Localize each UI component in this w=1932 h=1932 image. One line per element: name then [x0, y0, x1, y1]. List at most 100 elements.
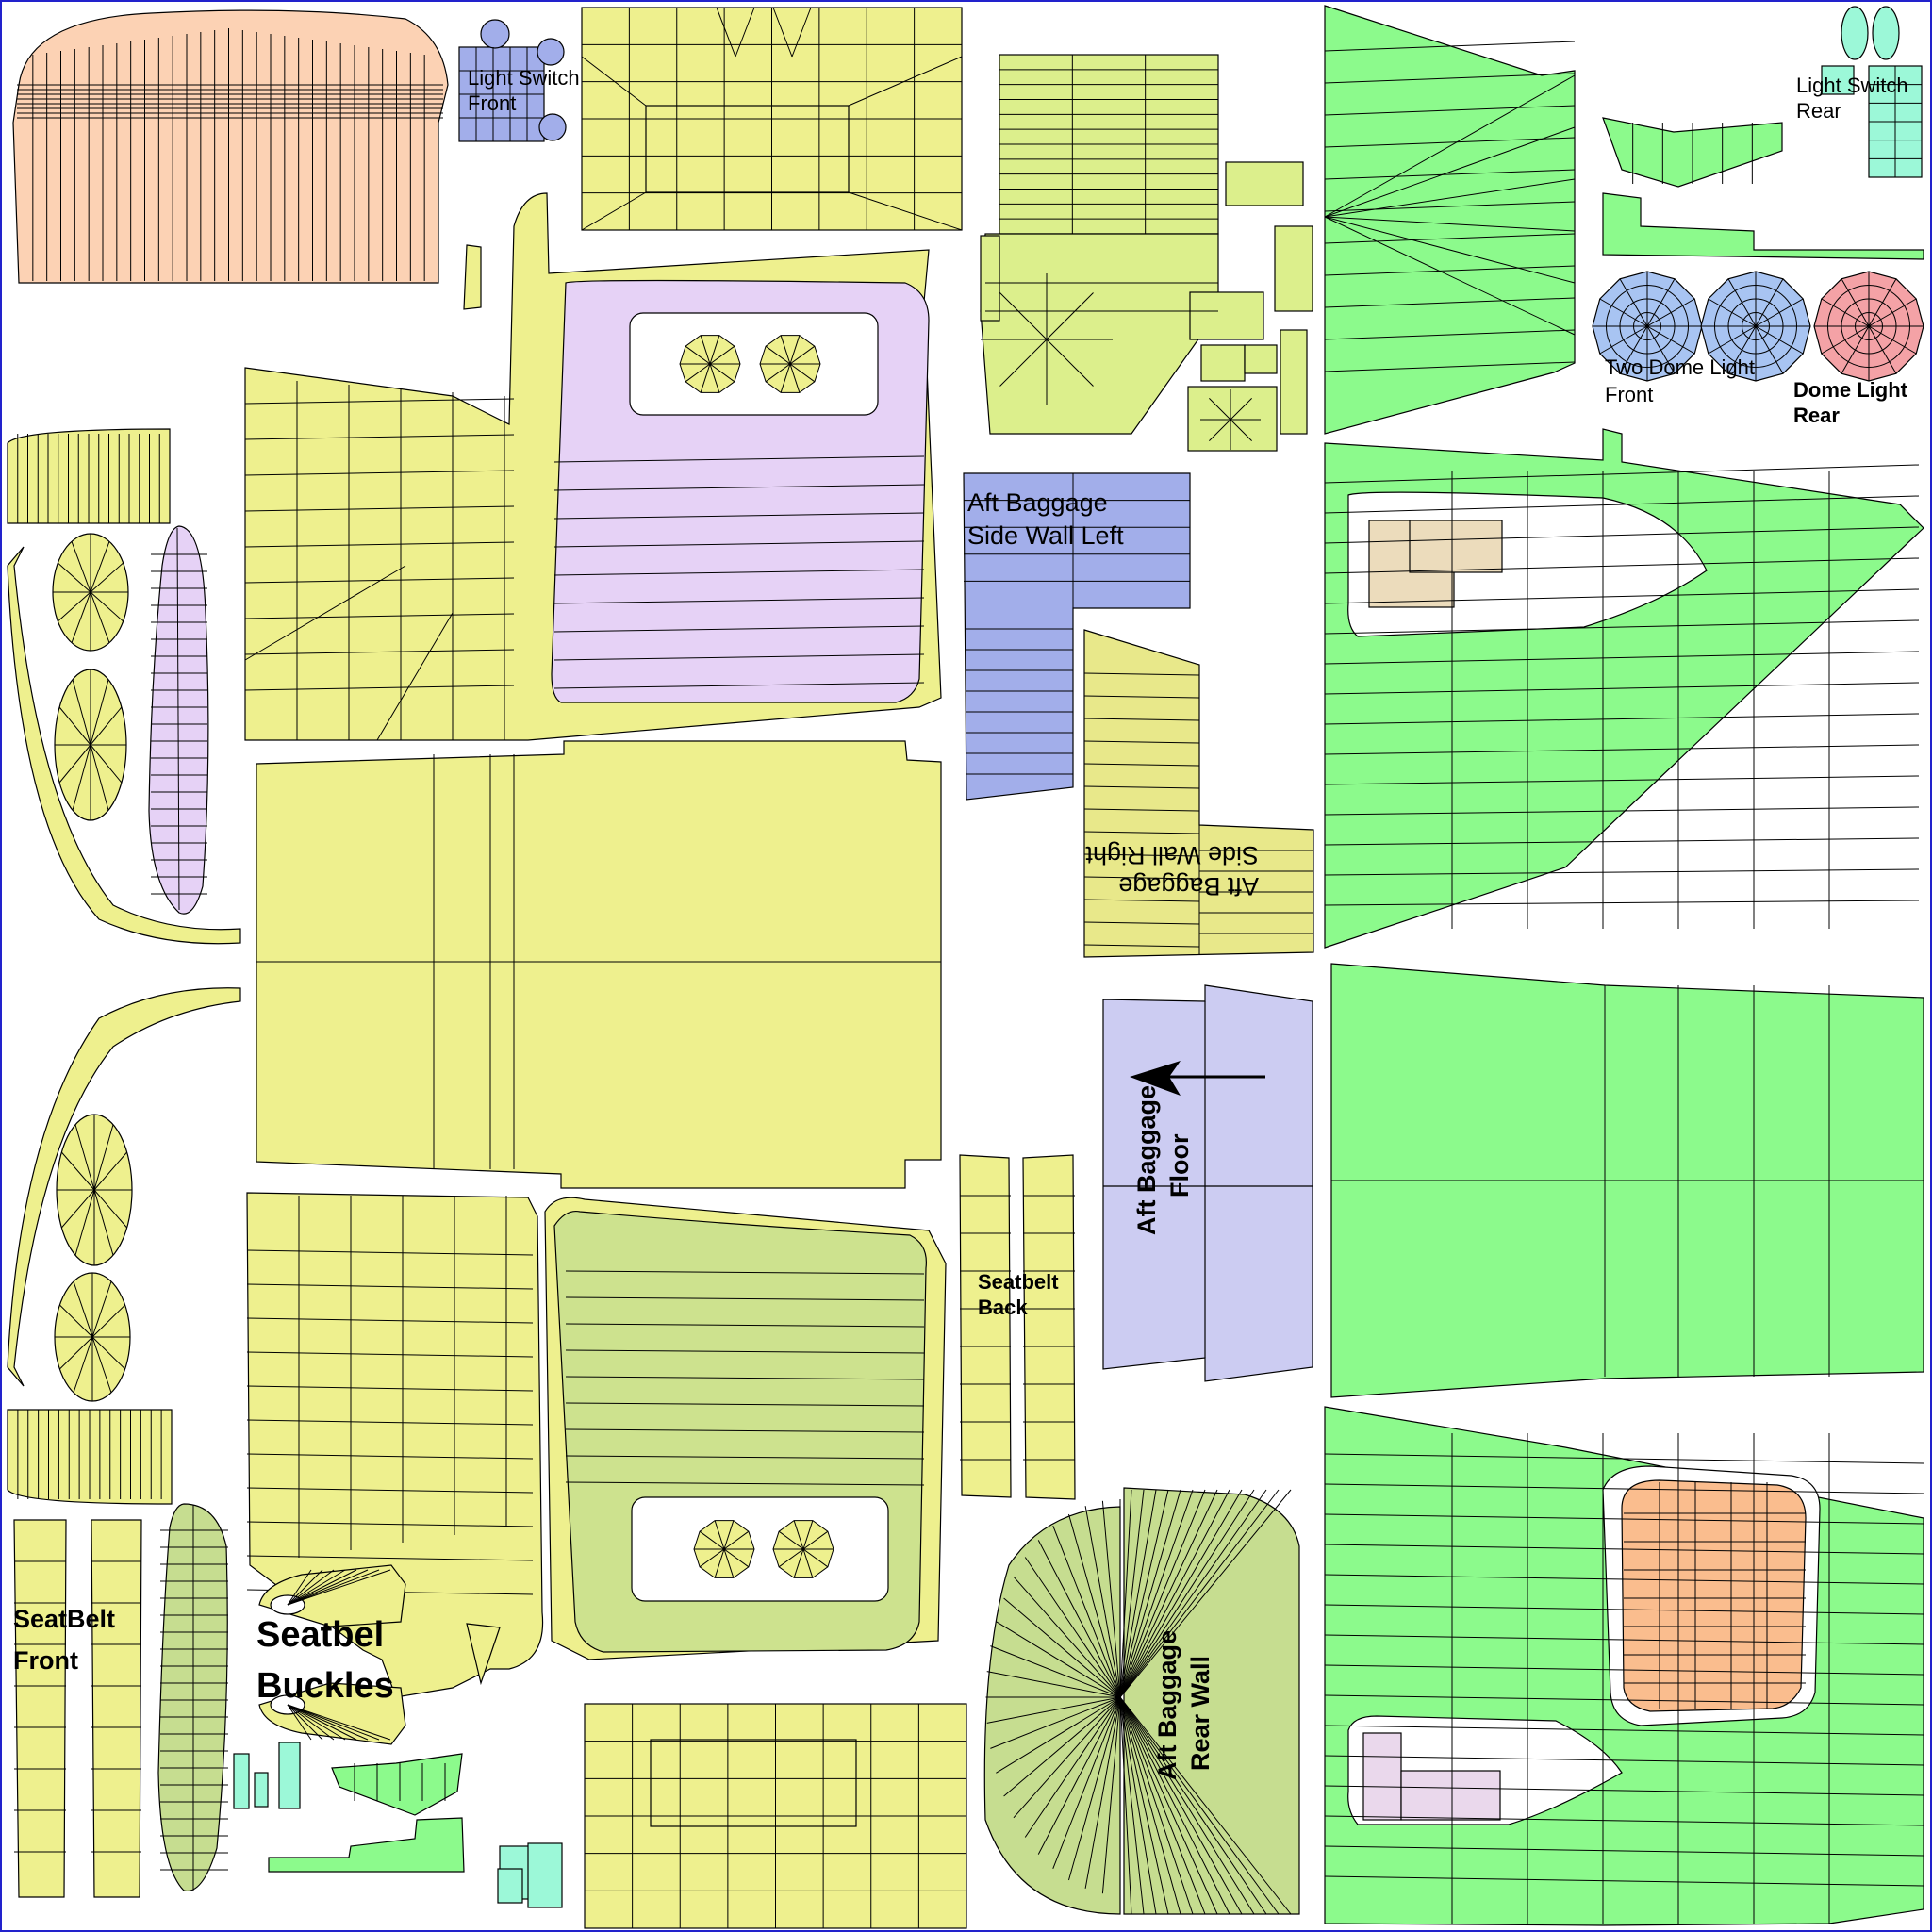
mesh-edge: [581, 56, 647, 107]
mesh-edge: [1119, 1696, 1255, 1915]
mesh-edge: [990, 1645, 1121, 1698]
mesh-edge: [244, 434, 515, 440]
mesh-edge: [1083, 876, 1200, 880]
mesh-edge: [999, 339, 1048, 387]
mesh-edge: [709, 345, 735, 365]
mesh-edge: [1046, 292, 1094, 340]
mesh-edge: [1052, 1525, 1121, 1698]
label-aft-baggage-rear-wall-2: Rear Wall: [1186, 1656, 1214, 1771]
mesh-edge: [1083, 695, 1200, 699]
mesh-edge: [60, 1151, 95, 1191]
mesh-edge: [1083, 831, 1200, 834]
mesh-edge: [1119, 1696, 1230, 1915]
dome-ring: [1619, 298, 1676, 355]
mesh-edge: [1101, 1500, 1121, 1698]
dome-ring: [1714, 285, 1797, 368]
mesh-edge: [1324, 216, 1576, 284]
peach-headliner-island: [12, 9, 449, 284]
mesh-edge: [1119, 1696, 1157, 1915]
mesh-edge: [1324, 1453, 1924, 1464]
mesh-edge: [58, 706, 91, 746]
lilac-seat-strip: [148, 525, 209, 915]
mesh-edge: [996, 1696, 1121, 1774]
arrow-head-icon: [1130, 1061, 1181, 1096]
mesh-edge: [246, 1487, 534, 1494]
mesh-edge: [802, 1548, 814, 1578]
mesh-edge: [1052, 1696, 1121, 1870]
mesh-edge: [90, 679, 109, 746]
mesh-edge: [986, 1671, 1121, 1698]
mesh-edge: [60, 1189, 95, 1229]
mesh-edge: [1119, 1489, 1132, 1698]
mesh-edge: [1324, 201, 1576, 212]
mesh-edge: [376, 612, 454, 741]
mesh-edge: [1083, 785, 1200, 789]
mesh-edge: [1037, 1696, 1121, 1855]
mesh-edge: [1324, 1513, 1924, 1525]
mesh-edge: [802, 1520, 814, 1550]
mesh-edge: [565, 1402, 925, 1407]
mesh-edge: [1324, 464, 1920, 484]
mesh-edge: [74, 1124, 95, 1191]
green-side-panel-top: [1324, 5, 1576, 435]
mesh-edge: [793, 1520, 804, 1550]
mesh-edge: [1324, 1815, 1924, 1826]
dome-light-front-right: [1700, 271, 1811, 382]
mesh-edge: [553, 569, 925, 576]
mesh-edge: [581, 191, 647, 231]
mesh-edge: [1084, 1696, 1121, 1889]
mesh-edge: [1324, 1604, 1924, 1615]
mesh-edge: [90, 541, 110, 593]
mesh-edge: [287, 1704, 346, 1741]
mesh-edge: [1119, 1696, 1132, 1915]
mesh-edge: [287, 1704, 323, 1741]
mesh-edge: [1324, 900, 1920, 906]
mesh-edge: [565, 1376, 925, 1380]
mesh-edge: [59, 1336, 93, 1370]
mesh-edge: [848, 56, 963, 107]
mesh-edge: [90, 591, 124, 622]
mesh-edge: [700, 335, 711, 365]
mesh-edge: [1119, 1489, 1206, 1698]
label-seatbelt-back: Seatbelt: [978, 1270, 1059, 1294]
mesh-edge: [1119, 1696, 1218, 1915]
mesh-edge: [553, 512, 925, 520]
mint-islands-bottom: [233, 1742, 563, 1908]
left-curved-strips: [7, 546, 241, 1387]
mesh-edge: [1083, 808, 1200, 812]
mesh-edge: [553, 540, 925, 548]
olive-seat-strip: [157, 1503, 228, 1892]
green-strip-top-b: [1602, 192, 1924, 260]
label-seatbelt-front-2: Front: [13, 1646, 78, 1675]
mesh-edge: [244, 613, 515, 619]
mesh-edge: [1119, 1696, 1243, 1915]
mesh-edge: [553, 653, 925, 661]
mesh-edge: [1003, 1597, 1121, 1698]
mesh-edge: [90, 562, 124, 593]
aft-baggage-rear-wall: Aft Baggage Rear Wall: [983, 1487, 1300, 1915]
mesh-edge: [58, 562, 91, 593]
label-aft-baggage-rear-wall: Aft Baggage: [1153, 1630, 1181, 1780]
mesh-edge: [1324, 1483, 1924, 1494]
aft-baggage-side-wall-right: Aft Baggage Side Wall Right: [1083, 629, 1314, 958]
left-yellow-block-bottom: [7, 1409, 173, 1505]
mesh-edge: [246, 1385, 534, 1392]
mesh-edge: [1324, 1664, 1924, 1676]
dome-ring: [1606, 285, 1689, 368]
middle-floor-panel: [256, 740, 942, 1189]
mesh-edge: [709, 335, 720, 365]
mesh-edge: [1324, 588, 1920, 604]
label-light-switch-rear: Light Switch: [1796, 74, 1908, 97]
mesh-edge: [1324, 775, 1920, 785]
mesh-edge: [73, 1280, 93, 1338]
mesh-edge: [1067, 1696, 1121, 1881]
light-switch-rear-island: Light Switch Rear: [1796, 6, 1923, 178]
mesh-edge: [714, 1548, 725, 1578]
mesh-edge: [287, 1704, 335, 1741]
mesh-edge: [1324, 744, 1920, 755]
mesh-edge: [565, 1455, 925, 1460]
mesh-edge: [772, 7, 793, 58]
mesh-edge: [244, 685, 515, 691]
dome-ring: [1742, 312, 1770, 340]
